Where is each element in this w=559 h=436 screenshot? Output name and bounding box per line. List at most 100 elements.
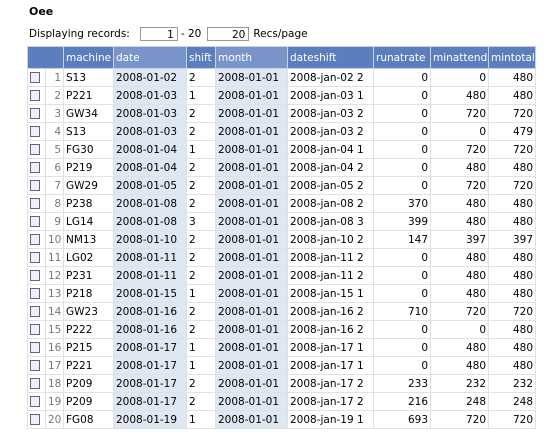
row-icon[interactable]: [30, 396, 40, 407]
cell: GW23: [63, 302, 114, 321]
row-icon[interactable]: [30, 144, 40, 155]
row-icon-cell: [27, 338, 46, 357]
cell: 2008-jan-19 1: [287, 410, 374, 429]
cell: 0: [373, 122, 431, 141]
row-icon[interactable]: [30, 306, 40, 317]
cell: 2008-01-16: [113, 302, 187, 321]
column-header[interactable]: month: [215, 46, 288, 69]
column-header[interactable]: minattend: [430, 46, 489, 69]
cell: 720: [488, 302, 536, 321]
cell: 0: [373, 284, 431, 303]
cell: 2008-01-01: [215, 158, 288, 177]
cell: 480: [488, 356, 536, 375]
cell: FG30: [63, 140, 114, 159]
cell: 2008-jan-05 2: [287, 176, 374, 195]
column-header[interactable]: mintotal: [488, 46, 536, 69]
row-icon[interactable]: [30, 378, 40, 389]
cell: 2008-jan-11 2: [287, 266, 374, 285]
cell: 2008-01-01: [215, 338, 288, 357]
row-icon[interactable]: [30, 414, 40, 425]
row-icon[interactable]: [30, 72, 40, 83]
cell: 2008-jan-16 2: [287, 302, 374, 321]
cell: 480: [488, 86, 536, 105]
cell: 2008-01-02: [113, 68, 187, 87]
cell: 2008-01-01: [215, 194, 288, 213]
cell: 2008-01-19: [113, 410, 187, 429]
cell: 2008-01-01: [215, 284, 288, 303]
cell: 2008-01-03: [113, 122, 187, 141]
table-row: 20 FG08 2008-01-19 1 2008-01-01 2008-jan-19 1…: [27, 410, 536, 429]
cell: 720: [488, 104, 536, 123]
row-number: 17: [45, 356, 64, 375]
row-icon[interactable]: [30, 270, 40, 281]
cell: 720: [430, 176, 489, 195]
cell: 480: [488, 284, 536, 303]
cell: 0: [373, 104, 431, 123]
cell: 2: [186, 158, 216, 177]
cell: 2008-01-05: [113, 176, 187, 195]
cell: 480: [488, 266, 536, 285]
row-icon[interactable]: [30, 180, 40, 191]
column-header[interactable]: machine: [63, 46, 114, 69]
from-input[interactable]: 1: [139, 27, 178, 41]
cell: 2008-01-01: [215, 68, 288, 87]
header-row: machine date shift month dateshift runatrate m…: [27, 46, 536, 69]
column-header[interactable]: runatrate: [373, 46, 431, 69]
row-icon[interactable]: [30, 342, 40, 353]
row-icon-cell: [27, 122, 46, 141]
row-icon-cell: [27, 356, 46, 375]
cell: 2008-01-01: [215, 122, 288, 141]
row-icon[interactable]: [30, 216, 40, 227]
cell: 1: [186, 338, 216, 357]
cell: 693: [373, 410, 431, 429]
row-number: 16: [45, 338, 64, 357]
row-icon[interactable]: [30, 126, 40, 137]
cell: 2008-jan-17 1: [287, 356, 374, 375]
pager: Displaying records: 1 - 20 20 Recs/page: [29, 26, 308, 42]
cell: 2008-jan-08 3: [287, 212, 374, 231]
row-icon[interactable]: [30, 360, 40, 371]
cell: 2008-jan-17 2: [287, 392, 374, 411]
cell: 720: [488, 176, 536, 195]
cell: GW34: [63, 104, 114, 123]
pager-label: Displaying records:: [29, 28, 130, 40]
column-header[interactable]: dateshift: [287, 46, 374, 69]
table-row: 13 P218 2008-01-15 1 2008-01-01 2008-jan-15 1…: [27, 284, 536, 303]
cell: 480: [430, 248, 489, 267]
page-title: Oee: [29, 5, 54, 18]
cell: 1: [186, 356, 216, 375]
per-page-input[interactable]: 20: [207, 27, 250, 41]
row-icon-cell: [27, 266, 46, 285]
row-icon[interactable]: [30, 234, 40, 245]
row-number: 12: [45, 266, 64, 285]
row-icon[interactable]: [30, 108, 40, 119]
cell: 2: [186, 104, 216, 123]
row-number: 6: [45, 158, 64, 177]
row-icon[interactable]: [30, 90, 40, 101]
row-number: 19: [45, 392, 64, 411]
cell: 480: [430, 158, 489, 177]
cell: 2008-01-15: [113, 284, 187, 303]
cell: 1: [186, 410, 216, 429]
column-header[interactable]: shift: [186, 46, 216, 69]
cell: 2008-jan-03 1: [287, 86, 374, 105]
row-icon[interactable]: [30, 198, 40, 209]
row-icon[interactable]: [30, 252, 40, 263]
cell: 480: [488, 320, 536, 339]
row-icon[interactable]: [30, 324, 40, 335]
row-icon[interactable]: [30, 288, 40, 299]
row-icon[interactable]: [30, 162, 40, 173]
row-number: 14: [45, 302, 64, 321]
cell: 2008-01-03: [113, 104, 187, 123]
cell: 2008-jan-04 2: [287, 158, 374, 177]
column-header[interactable]: date: [113, 46, 187, 69]
cell: 147: [373, 230, 431, 249]
row-number: 20: [45, 410, 64, 429]
cell: 480: [488, 212, 536, 231]
cell: 2008-01-08: [113, 212, 187, 231]
cell: S13: [63, 122, 114, 141]
